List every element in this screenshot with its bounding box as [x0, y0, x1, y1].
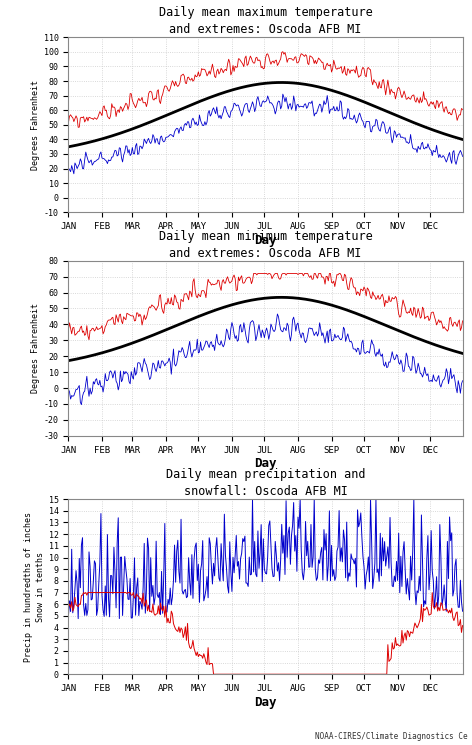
X-axis label: Day: Day — [254, 696, 277, 708]
Y-axis label: Degrees Fahrenheit: Degrees Fahrenheit — [31, 303, 40, 393]
X-axis label: Day: Day — [254, 457, 277, 470]
Y-axis label: Degrees Fahrenheit: Degrees Fahrenheit — [31, 80, 40, 170]
Text: NOAA-CIRES/Climate Diagnostics Ce: NOAA-CIRES/Climate Diagnostics Ce — [315, 732, 467, 741]
X-axis label: Day: Day — [254, 234, 277, 247]
Title: Daily mean precipitation and
snowfall: Oscoda AFB MI: Daily mean precipitation and snowfall: O… — [166, 468, 365, 498]
Title: Daily mean minimum temperature
and extremes: Oscoda AFB MI: Daily mean minimum temperature and extre… — [159, 229, 372, 259]
Title: Daily mean maximum temperature
and extremes: Oscoda AFB MI: Daily mean maximum temperature and extre… — [159, 6, 372, 36]
Y-axis label: Precip in hundredths of inches
Snow in tenths: Precip in hundredths of inches Snow in t… — [25, 512, 44, 662]
